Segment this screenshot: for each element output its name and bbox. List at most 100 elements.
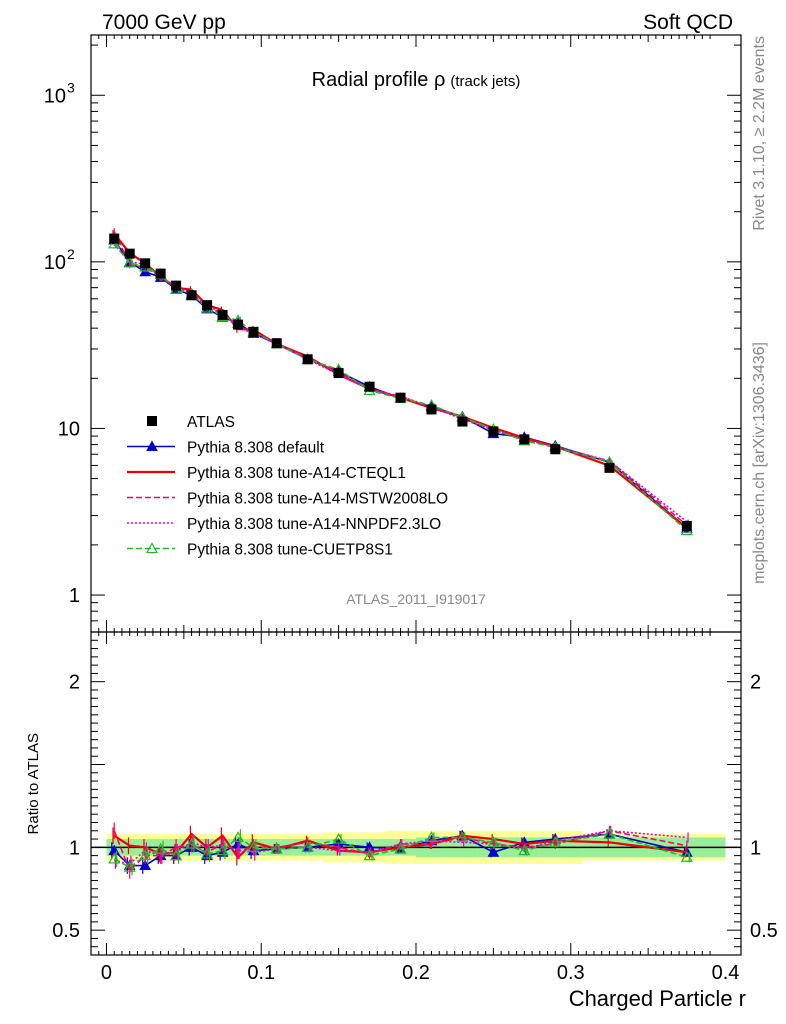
series-1 <box>108 233 693 533</box>
ratio-series-point <box>123 860 136 872</box>
ratio-series-point <box>139 849 152 861</box>
data-point <box>248 326 259 337</box>
legend-entry: Pythia 8.308 tune-A14-MSTW2008LO <box>127 491 448 508</box>
y-tick-label: 1 <box>69 585 80 607</box>
ratio-panel: 0 0.1 0.2 0.3 0.4 0.5 0.5 1 1 2 2 <box>52 631 778 984</box>
ratio-series-point <box>456 831 469 842</box>
data-point <box>488 426 499 437</box>
ratio-series-point <box>247 841 260 852</box>
mcplots-label: mcplots.cern.ch [arXiv:1306.3436] <box>751 342 768 584</box>
legend-label: Pythia 8.308 tune-A14-MSTW2008LO <box>187 491 448 508</box>
series-3 <box>113 228 688 528</box>
chart-title-main: Radial profile ρ <box>312 69 446 91</box>
ratio-frame <box>90 631 742 956</box>
ratio-y-tick-label: 1 <box>69 837 80 859</box>
ratio-series-point <box>201 847 214 859</box>
data-point <box>109 233 120 244</box>
ratio-series-point <box>170 849 183 861</box>
ratio-series-point <box>603 827 616 839</box>
x-tick-label: 0.2 <box>402 962 430 984</box>
data-point <box>604 462 615 473</box>
data-point <box>395 392 406 403</box>
series-line <box>113 232 688 529</box>
ratio-series-point <box>394 842 407 854</box>
x-tick-label: 0.1 <box>247 962 275 984</box>
ratio-y-tick-label: 0.5 <box>52 920 80 942</box>
data-point <box>271 338 282 349</box>
data-point <box>124 248 135 259</box>
legend-entry: Pythia 8.308 tune-A14-NNPDF2.3LO <box>127 516 441 533</box>
data-point <box>364 381 375 392</box>
ratio-series-point <box>363 849 376 861</box>
chart-title-suffix: (track jets) <box>450 73 520 90</box>
ratio-series-point <box>487 836 500 847</box>
y-tick-label: 10 <box>44 252 66 274</box>
ratio-series-point <box>108 852 121 864</box>
data-point <box>202 300 213 311</box>
ratio-y-tick-label-right: 0.5 <box>750 920 778 942</box>
ratio-series-5 <box>108 827 693 876</box>
ratio-series-point <box>185 837 198 849</box>
ratio-y-tick-label-right: 1 <box>750 837 761 859</box>
ratio-series-point <box>139 859 152 871</box>
ratio-series-line <box>113 833 688 869</box>
legend: ATLAS Pythia 8.308 default Pythia 8.308 tu… <box>127 414 448 559</box>
data-point <box>171 280 182 291</box>
x-tick-label: 0.4 <box>712 962 740 984</box>
ratio-y-axis-label: Ratio to ATLAS <box>25 733 42 834</box>
data-point <box>233 319 244 330</box>
ratio-y-tick-label-right: 2 <box>750 672 761 694</box>
legend-swatch-marker <box>146 440 158 451</box>
legend-label: Pythia 8.308 tune-A14-NNPDF2.3LO <box>187 516 441 533</box>
legend-label: Pythia 8.308 tune-A14-CTEQL1 <box>187 465 406 482</box>
legend-label: Pythia 8.308 tune-CUETP8S1 <box>187 542 393 559</box>
series-line <box>113 239 688 529</box>
x-axis-label: Charged Particle r <box>569 986 746 1011</box>
ratio-series-point <box>518 844 531 856</box>
ratio-series-line <box>113 829 687 872</box>
legend-entry: Pythia 8.308 tune-CUETP8S1 <box>127 542 393 559</box>
data-point <box>333 368 344 379</box>
legend-entry: Pythia 8.308 default <box>127 440 325 457</box>
data-point <box>550 444 561 455</box>
header-left-label: 7000 GeV pp <box>102 11 226 34</box>
ratio-series-point <box>216 844 229 856</box>
legend-entry: ATLAS <box>147 414 235 431</box>
ratio-series-point <box>487 846 500 857</box>
chart-title: Radial profile ρ (track jets) <box>312 69 521 91</box>
ratio-series-point <box>549 836 562 847</box>
data-point <box>302 354 313 365</box>
ratio-series-point <box>332 832 345 844</box>
series-2 <box>112 230 688 531</box>
y-tick-label-exponent: 3 <box>67 79 75 95</box>
header-right-label: Soft QCD <box>643 11 733 34</box>
data-point <box>519 434 530 445</box>
data-point <box>457 416 468 427</box>
rivet-label: Rivet 3.1.10, ≥ 2.2M events <box>751 36 768 231</box>
ratio-series-point <box>425 831 438 842</box>
analysis-id-label: ATLAS_2011_I919017 <box>346 591 486 607</box>
data-point <box>140 258 151 269</box>
data-point <box>426 404 437 415</box>
y-tick-label: 10 <box>58 418 80 440</box>
ratio-y-tick-label: 2 <box>69 672 80 694</box>
legend-label: Pythia 8.308 default <box>187 440 325 457</box>
y-tick-label: 10 <box>44 85 66 107</box>
ratio-series-point <box>680 851 693 862</box>
x-tick-label: 0 <box>101 962 112 984</box>
data-point <box>681 520 692 531</box>
legend-entry: Pythia 8.308 tune-A14-CTEQL1 <box>127 465 406 482</box>
legend-label: ATLAS <box>187 414 235 431</box>
legend-swatch-marker <box>147 416 157 426</box>
series-line <box>113 243 688 531</box>
data-series <box>109 233 692 531</box>
data-point <box>155 268 166 279</box>
ratio-series-point <box>301 841 314 852</box>
ratio-series-point <box>232 831 245 842</box>
series-point <box>123 256 136 268</box>
ratio-series-point <box>154 842 167 854</box>
y-tick-label-exponent: 2 <box>67 246 75 262</box>
data-point <box>217 309 228 320</box>
